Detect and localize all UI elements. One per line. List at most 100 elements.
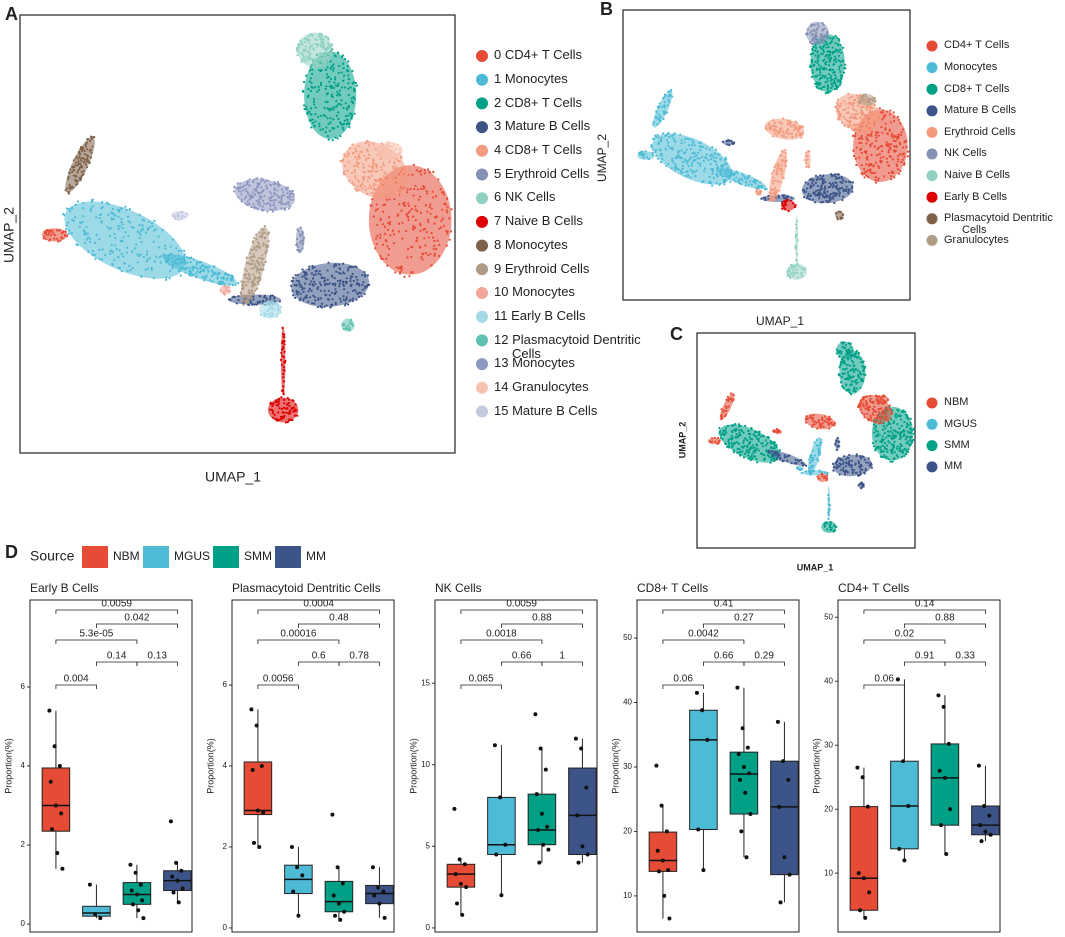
cell-point bbox=[848, 116, 851, 120]
legend-label: Early B Cells bbox=[944, 190, 1007, 203]
cell-point bbox=[785, 159, 788, 162]
cell-point bbox=[837, 173, 840, 176]
cell-point bbox=[838, 83, 842, 87]
legend-swatch bbox=[476, 239, 488, 252]
panel-frame bbox=[696, 332, 916, 549]
cell-point bbox=[223, 293, 227, 296]
cell-point bbox=[725, 431, 728, 434]
cell-point bbox=[869, 394, 872, 398]
cell-point bbox=[120, 270, 123, 273]
cell-point bbox=[889, 408, 892, 411]
cell-point bbox=[859, 386, 862, 389]
cell-point bbox=[659, 161, 663, 164]
cell-point bbox=[328, 52, 332, 55]
cell-point bbox=[286, 397, 289, 400]
cell-point bbox=[795, 268, 799, 271]
cell-point bbox=[250, 288, 253, 292]
cell-point bbox=[857, 462, 860, 465]
cell-point bbox=[388, 145, 392, 148]
cell-point bbox=[351, 69, 354, 73]
cell-point bbox=[367, 187, 370, 190]
cell-point bbox=[845, 461, 848, 464]
cell-point bbox=[91, 145, 94, 148]
cell-point bbox=[789, 123, 792, 126]
cell-point bbox=[892, 420, 896, 423]
cell-point bbox=[809, 186, 812, 189]
cell-point bbox=[336, 90, 339, 94]
cell-point bbox=[903, 433, 906, 436]
cell-point bbox=[885, 143, 888, 146]
cell-point bbox=[107, 203, 110, 206]
cell-point bbox=[844, 363, 847, 366]
cell-point bbox=[864, 118, 867, 121]
cell-point bbox=[361, 150, 364, 154]
cell-point bbox=[753, 180, 756, 183]
cell-point bbox=[667, 141, 670, 144]
cell-point bbox=[282, 335, 285, 338]
cell-point bbox=[909, 436, 912, 439]
cell-point bbox=[909, 431, 913, 434]
cell-point bbox=[76, 200, 80, 203]
cell-point bbox=[838, 48, 842, 51]
cell-point bbox=[404, 171, 408, 175]
cell-point bbox=[889, 121, 892, 124]
cell-point bbox=[890, 134, 893, 138]
cell-point bbox=[347, 160, 350, 163]
cell-point bbox=[368, 144, 371, 147]
cell-point bbox=[826, 87, 829, 90]
cell-point bbox=[277, 308, 280, 311]
cell-point bbox=[753, 449, 756, 452]
cell-point bbox=[850, 354, 853, 357]
cell-point bbox=[690, 144, 694, 147]
cell-point bbox=[851, 368, 855, 371]
cell-point bbox=[386, 264, 389, 267]
cell-point bbox=[445, 197, 448, 200]
cell-point bbox=[186, 212, 189, 215]
cell-point bbox=[298, 282, 301, 285]
cell-point bbox=[325, 126, 328, 129]
cell-point bbox=[836, 110, 839, 113]
cell-point bbox=[288, 190, 291, 193]
cell-point bbox=[347, 78, 350, 81]
cell-point bbox=[383, 186, 386, 189]
cell-point bbox=[257, 262, 261, 265]
cell-point bbox=[375, 237, 378, 240]
cell-point bbox=[891, 460, 894, 463]
cell-point bbox=[891, 452, 894, 455]
cell-point bbox=[665, 164, 668, 168]
cell-point bbox=[876, 117, 879, 120]
cell-point bbox=[804, 470, 808, 473]
cell-point bbox=[262, 300, 265, 304]
cell-point bbox=[836, 218, 839, 221]
cell-point bbox=[79, 153, 82, 156]
cell-point bbox=[260, 257, 263, 260]
cell-point bbox=[826, 190, 829, 193]
cell-point bbox=[322, 43, 326, 46]
cell-point bbox=[807, 192, 810, 195]
cell-point bbox=[243, 281, 246, 284]
cell-point bbox=[224, 288, 228, 291]
cell-point bbox=[724, 172, 727, 175]
legend-swatch bbox=[476, 50, 488, 62]
cell-point bbox=[68, 187, 72, 190]
cell-point bbox=[878, 107, 881, 110]
cell-point bbox=[265, 202, 268, 205]
cell-point bbox=[863, 413, 866, 416]
cell-point bbox=[796, 276, 799, 279]
legend-label-box: 3 Mature B Cells bbox=[494, 119, 590, 133]
cell-point bbox=[864, 93, 867, 96]
cell-point bbox=[176, 215, 179, 218]
cell-point bbox=[842, 190, 845, 193]
cell-point bbox=[326, 278, 329, 282]
cell-point bbox=[350, 285, 353, 288]
cell-point bbox=[748, 441, 752, 444]
cell-point bbox=[823, 34, 826, 37]
cell-point bbox=[263, 224, 266, 228]
cell-point bbox=[318, 32, 321, 35]
cell-point bbox=[904, 438, 907, 441]
cell-point bbox=[859, 147, 863, 150]
cell-point bbox=[323, 279, 326, 282]
cell-point bbox=[325, 85, 328, 88]
legend-label: 4 CD8+ T Cells bbox=[494, 143, 583, 157]
cell-point bbox=[716, 437, 720, 440]
